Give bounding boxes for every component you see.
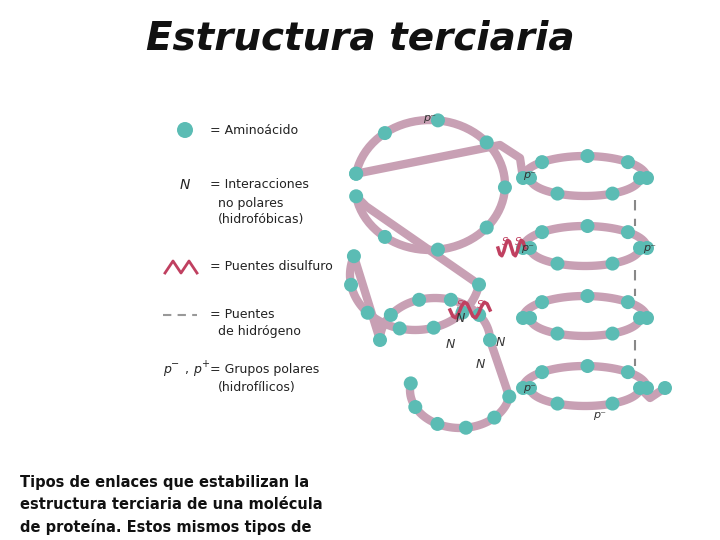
Circle shape bbox=[633, 381, 647, 395]
Circle shape bbox=[640, 241, 654, 255]
Circle shape bbox=[621, 155, 635, 169]
Circle shape bbox=[373, 333, 387, 347]
Circle shape bbox=[551, 327, 564, 341]
Circle shape bbox=[472, 278, 486, 292]
Circle shape bbox=[431, 113, 445, 127]
Circle shape bbox=[551, 396, 564, 410]
Circle shape bbox=[408, 400, 423, 414]
Circle shape bbox=[480, 220, 494, 234]
Circle shape bbox=[658, 381, 672, 395]
Circle shape bbox=[498, 180, 512, 194]
Circle shape bbox=[640, 381, 654, 395]
Circle shape bbox=[621, 295, 635, 309]
Text: (hidrofílicos): (hidrofílicos) bbox=[218, 381, 296, 394]
Text: p: p bbox=[193, 363, 201, 376]
Circle shape bbox=[606, 187, 619, 200]
Text: N: N bbox=[495, 335, 505, 348]
Text: p⁻: p⁻ bbox=[644, 243, 657, 253]
Text: Estructura terciaria: Estructura terciaria bbox=[145, 19, 575, 57]
Circle shape bbox=[431, 242, 445, 256]
Text: N: N bbox=[445, 339, 455, 352]
Circle shape bbox=[503, 389, 516, 403]
Circle shape bbox=[483, 333, 497, 347]
Text: = Puentes: = Puentes bbox=[210, 308, 274, 321]
Circle shape bbox=[535, 295, 549, 309]
Text: Tipos de enlaces que estabilizan la
estructura terciaria de una molécula
de prot: Tipos de enlaces que estabilizan la estr… bbox=[20, 475, 323, 540]
Text: = Puentes disulfuro: = Puentes disulfuro bbox=[210, 260, 333, 273]
Circle shape bbox=[456, 306, 469, 320]
Circle shape bbox=[347, 249, 361, 263]
Circle shape bbox=[535, 365, 549, 379]
Circle shape bbox=[633, 311, 647, 325]
Circle shape bbox=[444, 293, 458, 307]
Circle shape bbox=[551, 187, 564, 200]
Circle shape bbox=[621, 225, 635, 239]
Circle shape bbox=[361, 306, 374, 320]
Circle shape bbox=[384, 308, 398, 322]
Circle shape bbox=[640, 171, 654, 185]
Circle shape bbox=[404, 376, 418, 390]
Circle shape bbox=[349, 167, 363, 181]
Circle shape bbox=[621, 365, 635, 379]
Text: = Grupos polares: = Grupos polares bbox=[210, 363, 319, 376]
Text: S: S bbox=[515, 237, 521, 247]
Text: p⁻: p⁻ bbox=[593, 410, 606, 420]
Circle shape bbox=[523, 241, 537, 255]
Text: de hidrógeno: de hidrógeno bbox=[218, 326, 301, 339]
Text: p⁻: p⁻ bbox=[523, 383, 536, 393]
Circle shape bbox=[516, 171, 530, 185]
Circle shape bbox=[633, 241, 647, 255]
Text: N: N bbox=[180, 178, 190, 192]
Text: ,: , bbox=[185, 363, 189, 376]
Circle shape bbox=[392, 321, 407, 335]
Circle shape bbox=[349, 167, 363, 181]
Text: (hidrofóbicas): (hidrofóbicas) bbox=[218, 213, 305, 226]
Circle shape bbox=[480, 136, 494, 150]
Circle shape bbox=[606, 327, 619, 341]
Circle shape bbox=[580, 219, 595, 233]
Text: N: N bbox=[475, 359, 485, 372]
Circle shape bbox=[378, 230, 392, 244]
Circle shape bbox=[487, 410, 501, 424]
Text: = Aminoácido: = Aminoácido bbox=[210, 124, 298, 137]
Circle shape bbox=[523, 381, 537, 395]
Circle shape bbox=[633, 171, 647, 185]
Circle shape bbox=[412, 293, 426, 307]
Circle shape bbox=[516, 311, 530, 325]
Circle shape bbox=[580, 289, 595, 303]
Circle shape bbox=[344, 278, 358, 292]
Circle shape bbox=[378, 126, 392, 140]
Text: +: + bbox=[201, 359, 209, 369]
Circle shape bbox=[472, 308, 486, 322]
Circle shape bbox=[523, 171, 537, 185]
Circle shape bbox=[431, 417, 444, 431]
Circle shape bbox=[427, 321, 441, 335]
Circle shape bbox=[640, 311, 654, 325]
Circle shape bbox=[535, 155, 549, 169]
Text: p⁻: p⁻ bbox=[423, 113, 436, 123]
Text: p: p bbox=[163, 363, 171, 376]
Circle shape bbox=[580, 359, 595, 373]
Circle shape bbox=[606, 256, 619, 271]
Text: p⁻: p⁻ bbox=[523, 170, 536, 180]
Text: −: − bbox=[171, 359, 179, 369]
Text: S: S bbox=[502, 237, 508, 247]
Circle shape bbox=[551, 256, 564, 271]
Text: N: N bbox=[455, 312, 464, 325]
Circle shape bbox=[606, 396, 619, 410]
Circle shape bbox=[349, 190, 363, 203]
Circle shape bbox=[535, 225, 549, 239]
Circle shape bbox=[177, 122, 193, 138]
Circle shape bbox=[516, 381, 530, 395]
Circle shape bbox=[523, 311, 537, 325]
Text: S: S bbox=[457, 300, 463, 310]
Text: p⁻: p⁻ bbox=[521, 243, 534, 253]
Text: no polares: no polares bbox=[218, 197, 284, 210]
Circle shape bbox=[459, 421, 473, 435]
Text: = Interacciones: = Interacciones bbox=[210, 179, 309, 192]
Circle shape bbox=[580, 149, 595, 163]
Circle shape bbox=[516, 241, 530, 255]
Text: S: S bbox=[477, 300, 483, 310]
